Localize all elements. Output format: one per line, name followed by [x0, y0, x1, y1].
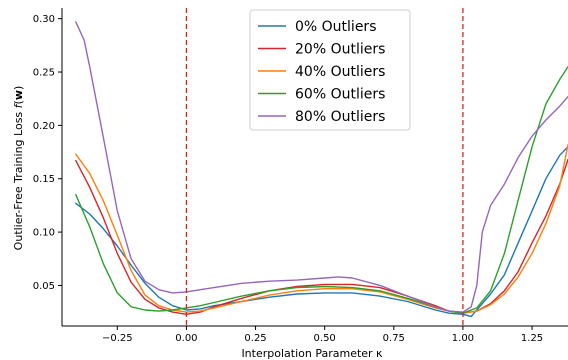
- legend-label-2: 40% Outliers: [295, 64, 385, 80]
- y-tick-label: 0.20: [33, 121, 55, 132]
- y-tick-label: 0.05: [33, 281, 55, 292]
- legend-label-3: 60% Outliers: [295, 87, 385, 103]
- series-line-2: [75, 143, 568, 314]
- y-tick-label: 0.25: [33, 68, 55, 79]
- series-line-0: [75, 146, 568, 318]
- series-line-4: [75, 21, 568, 313]
- legend: 0% Outliers 20% Outliers 40% Outliers 60% O…: [249, 9, 411, 131]
- x-axis-label: Interpolation Parameter κ: [241, 347, 383, 360]
- series-line-3: [75, 66, 568, 314]
- y-tick-label: 0.15: [33, 174, 55, 185]
- x-tick-label: 0.25: [244, 333, 266, 344]
- y-axis-label-open: (: [12, 100, 25, 104]
- legend-box: [249, 9, 411, 131]
- series-line-1: [75, 158, 568, 315]
- y-tick-label: 0.30: [33, 14, 55, 25]
- y-axis-label: Outlier-Free Training Loss f(w): [12, 86, 25, 251]
- legend-label-1: 20% Outliers: [295, 42, 385, 58]
- y-axis-label-close: ): [12, 86, 25, 90]
- x-tick-label: −0.25: [102, 333, 133, 344]
- plot-area: [75, 21, 568, 318]
- y-axis-label-main: Outlier-Free Training Loss: [12, 108, 25, 250]
- legend-label-0: 0% Outliers: [295, 19, 376, 35]
- y-tick-label: 0.10: [33, 228, 55, 239]
- x-tick-label: 0.75: [383, 333, 405, 344]
- x-tick-label: 0.50: [314, 333, 336, 344]
- reference-lines: [185, 8, 464, 326]
- x-tick-label: 0.00: [175, 333, 197, 344]
- y-axis-label-func: f: [12, 102, 25, 108]
- legend-label-4: 80% Outliers: [295, 109, 385, 125]
- x-tick-label: 1.25: [521, 333, 543, 344]
- y-axis-label-var: w: [12, 90, 25, 100]
- x-tick-label: 1.00: [452, 333, 474, 344]
- axes: −0.25 0.00 0.25 0.50 0.75 1.00 1.25 0.05 0.10 0.1…: [33, 8, 568, 344]
